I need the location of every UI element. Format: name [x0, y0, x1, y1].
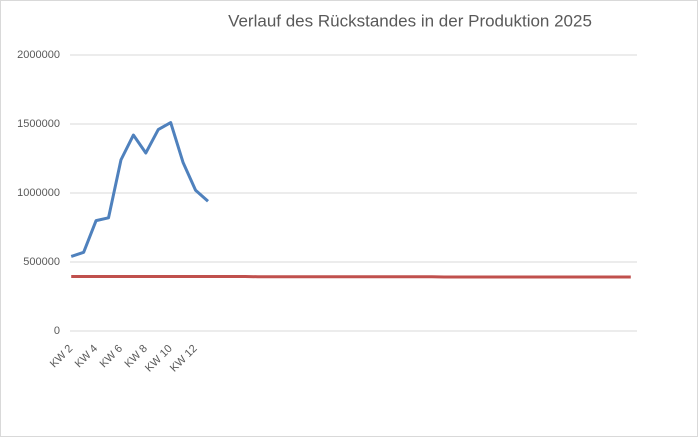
y-tick-label: 1500000 — [17, 118, 60, 130]
chart-title: Verlauf des Rückstandes in der Produktio… — [228, 11, 592, 30]
series-line — [71, 274, 631, 279]
series-line — [70, 121, 209, 258]
y-tick-label: 500000 — [23, 256, 60, 268]
y-tick-label: 0 — [54, 325, 60, 337]
y-tick-label: 2000000 — [17, 49, 60, 61]
y-tick-label: 1000000 — [17, 187, 60, 199]
